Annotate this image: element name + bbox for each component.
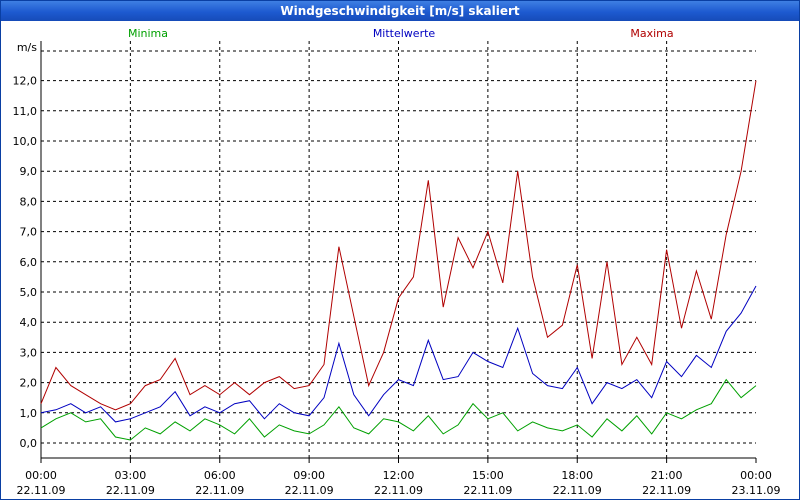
x-tick-time: 15:00 bbox=[472, 469, 504, 482]
x-tick-time: 18:00 bbox=[561, 469, 593, 482]
x-tick-date: 22.11.09 bbox=[17, 484, 66, 497]
y-tick-label: 9,0 bbox=[20, 165, 38, 178]
x-tick-date: 22.11.09 bbox=[642, 484, 691, 497]
legend-minima: Minima bbox=[128, 27, 168, 40]
y-axis-unit: m/s bbox=[17, 41, 37, 54]
y-tick-label: 11,0 bbox=[13, 105, 38, 118]
x-tick-date: 22.11.09 bbox=[285, 484, 334, 497]
x-tick-date: 22.11.09 bbox=[463, 484, 512, 497]
y-tick-label: 5,0 bbox=[20, 286, 38, 299]
x-tick-date: 22.11.09 bbox=[374, 484, 423, 497]
x-tick-date: 23.11.09 bbox=[732, 484, 781, 497]
x-tick-date: 22.11.09 bbox=[553, 484, 602, 497]
legend-mittelwerte: Mittelwerte bbox=[373, 27, 436, 40]
x-tick-time: 09:00 bbox=[293, 469, 325, 482]
legend-maxima: Maxima bbox=[630, 27, 673, 40]
x-tick-date: 22.11.09 bbox=[106, 484, 155, 497]
y-tick-label: 10,0 bbox=[13, 135, 38, 148]
y-tick-label: 7,0 bbox=[20, 226, 38, 239]
y-tick-label: 8,0 bbox=[20, 195, 38, 208]
series-line-maxima bbox=[40, 80, 757, 411]
series-line-minima bbox=[40, 378, 757, 441]
window-title: Windgeschwindigkeit [m/s] skaliert bbox=[1, 1, 799, 21]
y-tick-label: 12,0 bbox=[13, 75, 38, 88]
y-tick-label: 0,0 bbox=[20, 437, 38, 450]
y-tick-label: 3,0 bbox=[20, 346, 38, 359]
x-tick-time: 00:00 bbox=[740, 469, 772, 482]
x-tick-date: 22.11.09 bbox=[195, 484, 244, 497]
y-tick-label: 2,0 bbox=[20, 377, 38, 390]
y-tick-label: 6,0 bbox=[20, 256, 38, 269]
x-tick-time: 03:00 bbox=[115, 469, 147, 482]
series-line-mittelwerte bbox=[40, 285, 757, 423]
x-tick-time: 06:00 bbox=[204, 469, 236, 482]
x-tick-time: 12:00 bbox=[383, 469, 415, 482]
x-tick-time: 21:00 bbox=[651, 469, 683, 482]
y-tick-label: 4,0 bbox=[20, 316, 38, 329]
y-tick-label: 1,0 bbox=[20, 407, 38, 420]
x-tick-time: 00:00 bbox=[25, 469, 57, 482]
